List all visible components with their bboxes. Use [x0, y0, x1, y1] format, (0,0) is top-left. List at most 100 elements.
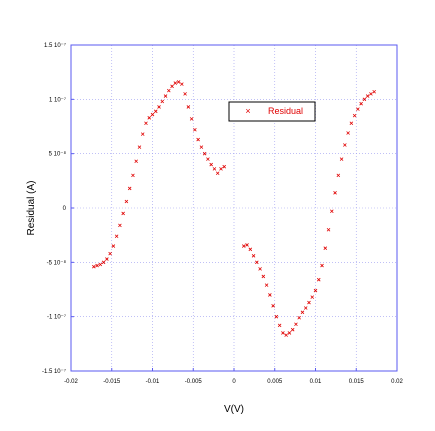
x-tick-label: -0.005 — [185, 379, 203, 385]
residual-point — [241, 244, 246, 248]
y-tick-label: 5 10⁻⁸ — [49, 151, 67, 158]
residual-point — [92, 264, 96, 269]
residual-point — [339, 157, 344, 161]
y-tick-labels: 1.5 10⁻⁷ 1 10⁻⁷ 5 10⁻⁸ 0 -5 10⁻⁸ -1 10⁻⁷ -1.5 … — [42, 42, 67, 375]
residual-point — [186, 105, 191, 109]
residual-point — [222, 164, 227, 169]
residual-point — [167, 88, 171, 93]
residual-point — [294, 322, 298, 327]
residual-point — [333, 191, 337, 195]
residual-point — [336, 173, 341, 178]
residual-point — [176, 80, 181, 84]
residual-point — [268, 293, 272, 297]
residual-point — [346, 131, 350, 135]
residual-point — [352, 113, 357, 118]
x-tick-label: 0.015 — [349, 379, 365, 385]
residual-point — [365, 94, 370, 98]
y-tick-label: -1 10⁻⁷ — [47, 314, 66, 321]
residual-point — [173, 81, 178, 85]
x-tick-labels: -0.02 -0.015 -0.01 -0.005 0 0.005 0.01 0.015 0.0… — [64, 379, 403, 385]
residual-point — [356, 107, 360, 111]
y-tick-label: 1.5 10⁻⁷ — [44, 42, 66, 49]
residual-point — [330, 209, 334, 214]
residual-point — [189, 117, 194, 121]
y-tick-label: -1.5 10⁻⁷ — [42, 368, 66, 375]
residual-point — [150, 112, 155, 117]
residual-point — [313, 288, 318, 293]
x-tick-label: -0.015 — [103, 379, 121, 385]
residual-point — [323, 246, 328, 250]
residual-point — [248, 247, 253, 252]
residual-point — [137, 145, 142, 149]
residual-point — [245, 243, 249, 247]
residual-point — [307, 300, 311, 305]
residual-point — [251, 254, 256, 258]
residual-point — [284, 333, 288, 337]
legend-label: Residual — [268, 106, 303, 116]
residual-point — [111, 244, 116, 248]
residual-points — [92, 80, 376, 337]
residual-point — [300, 310, 305, 315]
x-tick-label: 0.01 — [310, 379, 322, 385]
legend-marker: × — [245, 106, 250, 116]
residual-point — [127, 186, 132, 191]
residual-point — [199, 145, 204, 149]
residual-point — [144, 121, 148, 126]
residual-point — [281, 331, 285, 335]
residual-point — [121, 211, 125, 216]
residual-point — [101, 260, 106, 265]
residual-point — [153, 109, 158, 114]
x-tick-label: 0.005 — [267, 379, 283, 385]
residual-point — [118, 223, 122, 228]
residual-point — [343, 143, 347, 147]
x-tick-label: 0.02 — [391, 379, 403, 385]
y-tick-label: 0 — [63, 206, 67, 212]
residual-point — [326, 227, 331, 232]
residual-point — [215, 171, 220, 176]
x-axis-label: V(V) — [224, 404, 244, 415]
residual-point — [124, 199, 129, 204]
residual-point — [316, 277, 321, 282]
residual-point — [131, 173, 135, 178]
residual-point — [359, 101, 363, 106]
residual-point — [255, 260, 259, 265]
y-tick-label: 1 10⁻⁷ — [49, 96, 66, 103]
residual-point — [264, 283, 269, 287]
residual-point — [290, 327, 295, 332]
residual-point — [157, 105, 161, 109]
residual-point — [209, 162, 213, 167]
residual-point — [163, 94, 168, 98]
residual-point — [98, 262, 103, 267]
residual-point — [258, 267, 262, 271]
x-tick-label: -0.01 — [146, 379, 160, 385]
residual-point — [297, 315, 301, 320]
residual-point — [180, 82, 184, 86]
residual-point — [196, 137, 200, 142]
y-tick-label: -5 10⁻⁸ — [47, 259, 67, 266]
legend-box — [228, 101, 316, 122]
residual-point — [134, 159, 138, 164]
residual-point — [310, 295, 315, 299]
residual-point — [202, 151, 207, 156]
residual-point — [277, 323, 282, 328]
residual-point — [193, 127, 197, 132]
x-tick-label: -0.02 — [64, 379, 78, 385]
residual-point — [108, 251, 112, 256]
residual-point — [105, 257, 109, 261]
residual-point — [147, 116, 152, 120]
residual-point — [212, 167, 217, 171]
plot-frame — [70, 44, 398, 372]
residual-point — [219, 167, 223, 171]
x-tick-label: 0 — [232, 379, 236, 385]
residual-point — [183, 92, 187, 96]
residual-point — [114, 234, 119, 239]
residual-point — [320, 263, 324, 268]
residual-point — [287, 331, 292, 335]
residual-point — [369, 92, 373, 96]
residual-point — [95, 263, 99, 268]
residual-point — [349, 121, 354, 126]
residual-point — [271, 304, 275, 308]
residual-point — [372, 89, 376, 94]
residual-point — [206, 157, 210, 161]
